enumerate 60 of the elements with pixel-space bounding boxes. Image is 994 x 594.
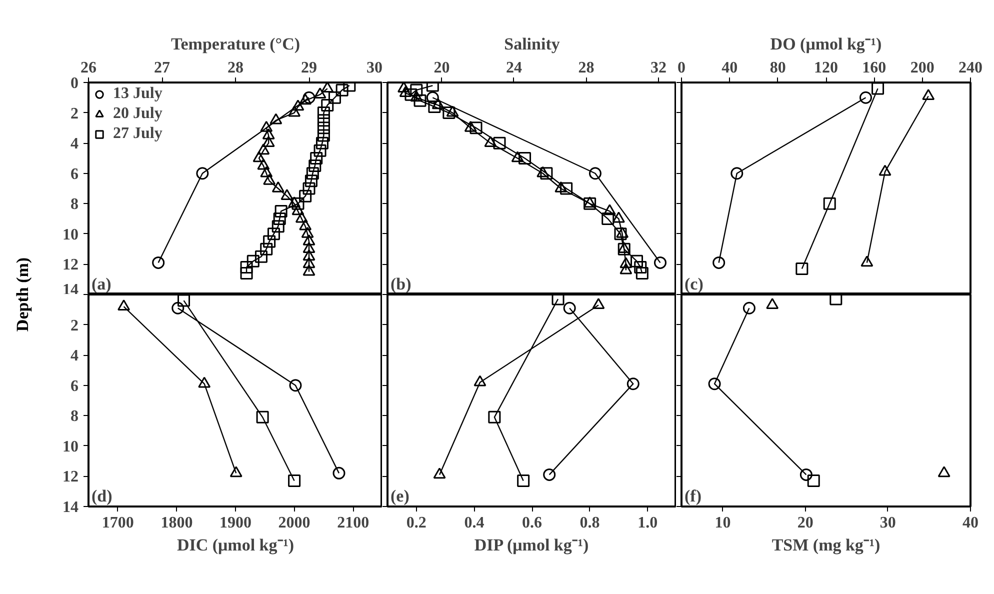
x-tick-label: 30	[366, 60, 382, 76]
x-axis-title: Salinity	[504, 34, 560, 54]
x-tick-label: 0	[678, 60, 686, 76]
annotation: (e)	[390, 486, 410, 506]
x-tick-label: 2000	[278, 514, 310, 532]
x-tick-label: 120	[814, 60, 838, 76]
y-tick-label: 12	[62, 468, 78, 486]
x-axis-title: DO (μmol kg⁻¹)	[770, 34, 882, 54]
y-tick-label: 10	[62, 438, 78, 456]
y-tick-label: 2	[70, 105, 78, 122]
x-tick-label: 29	[301, 60, 317, 76]
x-axis-title: Temperature (°C)	[170, 34, 300, 54]
x-tick-label: 40	[962, 514, 978, 532]
x-tick-label: 200	[910, 60, 934, 76]
x-tick-label: 1900	[220, 514, 252, 532]
x-tick-label: 1800	[160, 514, 193, 532]
x-tick-label: 24	[506, 60, 522, 76]
annotation: (d)	[92, 486, 112, 506]
x-tick-label: 10	[714, 514, 731, 532]
legend-label: 13 July	[113, 85, 162, 103]
y-tick-label: 2	[70, 317, 78, 334]
y-tick-label: 0	[70, 75, 78, 92]
y-tick-label: 10	[62, 226, 78, 244]
y-tick-label: 12	[62, 256, 78, 274]
x-tick-label: 1.0	[638, 514, 658, 532]
x-tick-label: 40	[722, 60, 738, 76]
x-tick-label: 2100	[337, 514, 370, 532]
x-tick-label: 28	[578, 60, 594, 76]
y-tick-label: 4	[70, 348, 78, 365]
x-tick-label: 1700	[102, 514, 134, 532]
x-tick-label: 0.4	[464, 514, 484, 532]
y-tick-label: 4	[70, 136, 78, 153]
y-tick-label: 6	[70, 378, 78, 395]
annotation: (a)	[92, 274, 112, 294]
y-axis-title: Depth (m)	[13, 257, 32, 332]
x-tick-label: 32	[650, 60, 666, 76]
y-tick-label: 8	[70, 408, 78, 426]
x-axis-title: DIC (μmol kg⁻¹)	[176, 536, 294, 554]
y-tick-label: 8	[70, 196, 78, 214]
y-tick-label: 6	[70, 166, 78, 183]
x-tick-label: 160	[862, 60, 886, 76]
x-tick-label: 80	[770, 60, 786, 76]
annotation: (f)	[684, 486, 702, 506]
annotation: (b)	[390, 274, 412, 294]
x-axis-title: DIP (μmol kg⁻¹)	[474, 536, 589, 554]
x-tick-label: 0.8	[580, 514, 600, 532]
x-tick-label: 28	[228, 60, 244, 76]
x-tick-label: 240	[958, 60, 982, 76]
annotation: (c)	[684, 274, 704, 294]
legend-label: 27 July	[113, 125, 162, 143]
x-tick-label: 26	[80, 60, 96, 76]
x-axis-title: TSM (mg kg⁻¹)	[772, 536, 880, 554]
x-tick-label: 20	[797, 514, 814, 532]
x-tick-label: 27	[154, 60, 170, 76]
x-tick-label: 0.2	[406, 514, 426, 532]
x-tick-label: 30	[880, 514, 896, 532]
legend-label: 20 July	[113, 105, 162, 123]
y-tick-label: 14	[62, 499, 78, 516]
x-tick-label: 20	[434, 60, 450, 76]
x-tick-label: 0.6	[522, 514, 542, 532]
